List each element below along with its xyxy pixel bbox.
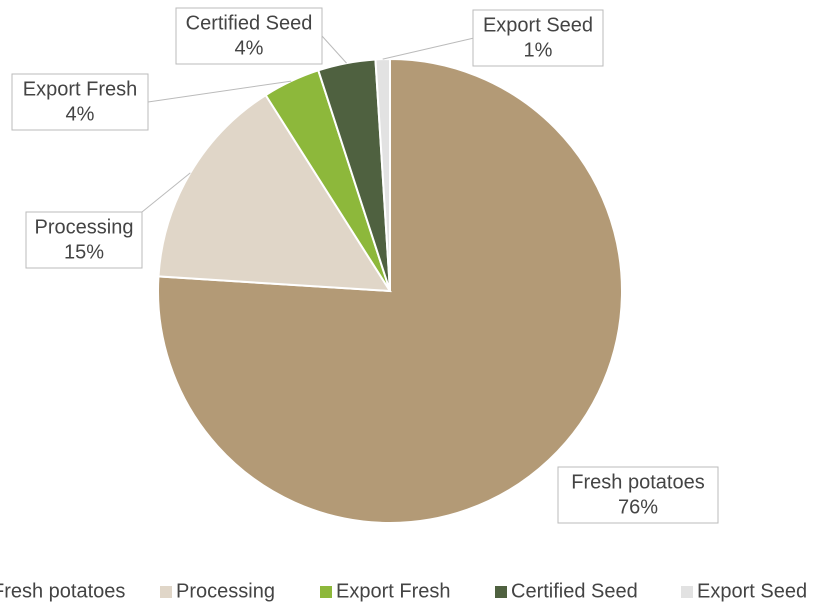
data-label-value: 15% xyxy=(64,241,104,263)
legend-swatch xyxy=(681,586,693,598)
data-label-box xyxy=(472,9,604,67)
leader-line xyxy=(382,37,475,60)
legend-label: Export Fresh xyxy=(336,580,450,602)
legend-label: Processing xyxy=(176,580,275,602)
leader-line xyxy=(147,80,292,103)
data-label-name: Export Fresh xyxy=(23,78,137,100)
leader-line xyxy=(321,35,347,64)
data-label-box xyxy=(557,466,719,524)
data-label-box xyxy=(25,211,143,269)
legend-swatch xyxy=(160,586,172,598)
data-label-name: Certified Seed xyxy=(186,12,313,34)
legend-label: Export Seed xyxy=(697,580,807,602)
data-label-value: 4% xyxy=(66,103,95,125)
data-label-value: 4% xyxy=(235,37,264,59)
legend-label: Certified Seed xyxy=(511,580,638,602)
data-label-value: 1% xyxy=(524,39,553,61)
data-label-box xyxy=(11,73,149,131)
data-label-box xyxy=(175,7,323,65)
data-label-name: Processing xyxy=(35,216,134,238)
legend-swatch xyxy=(320,586,332,598)
data-label-name: Fresh potatoes xyxy=(571,471,704,493)
leader-line xyxy=(141,172,191,213)
data-label-value: 76% xyxy=(618,496,658,518)
legend-swatch xyxy=(495,586,507,598)
data-label-name: Export Seed xyxy=(483,14,593,36)
legend-label: Fresh potatoes xyxy=(0,580,125,602)
